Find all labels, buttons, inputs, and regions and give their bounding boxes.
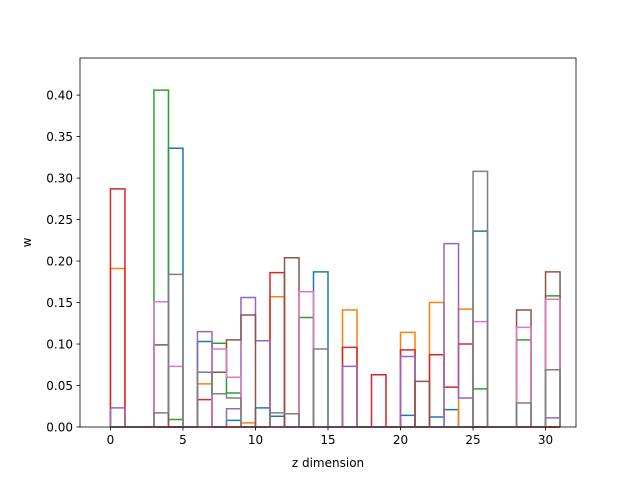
y-tick-label: 0.30 bbox=[46, 171, 73, 185]
y-tick-label: 0.10 bbox=[46, 337, 73, 351]
x-tick-label: 15 bbox=[320, 433, 335, 447]
y-tick-label: 0.05 bbox=[46, 379, 73, 393]
x-tick-label: 20 bbox=[393, 433, 408, 447]
y-axis-label: w bbox=[20, 237, 34, 247]
x-tick-label: 5 bbox=[179, 433, 187, 447]
y-tick-label: 0.25 bbox=[46, 213, 73, 227]
x-tick-label: 0 bbox=[107, 433, 115, 447]
y-tick-label: 0.20 bbox=[46, 254, 73, 268]
x-axis-label: z dimension bbox=[292, 456, 364, 470]
y-tick-label: 0.35 bbox=[46, 130, 73, 144]
y-tick-label: 0.40 bbox=[46, 88, 73, 102]
y-axis-ticks: 0.00 0.05 0.10 0.15 0.20 0.25 0.30 0.35 0.40 bbox=[46, 88, 80, 434]
y-tick-label: 0.15 bbox=[46, 296, 73, 310]
x-tick-label: 30 bbox=[538, 433, 553, 447]
x-axis-ticks: 0 5 10 15 20 25 30 bbox=[107, 427, 553, 447]
y-tick-label: 0.00 bbox=[46, 420, 73, 434]
x-tick-label: 10 bbox=[248, 433, 263, 447]
axes-frame bbox=[79, 57, 577, 428]
x-tick-label: 25 bbox=[465, 433, 480, 447]
